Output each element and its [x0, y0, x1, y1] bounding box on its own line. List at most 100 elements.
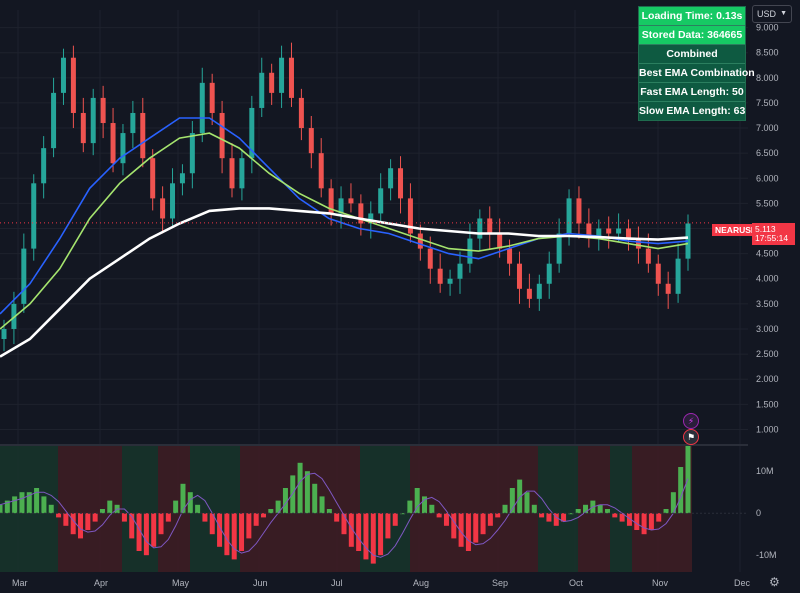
histogram-bar: [334, 513, 340, 522]
histogram-bar: [48, 504, 54, 514]
candle-body: [526, 288, 532, 299]
candle-body: [239, 158, 245, 189]
histogram-bar: [363, 513, 369, 560]
candle-body: [536, 283, 542, 299]
histogram-bar: [99, 509, 105, 514]
loading-time-row: Loading Time: 0.13s: [639, 7, 745, 26]
candle-body: [645, 248, 651, 264]
histogram-bar: [319, 496, 325, 514]
last-price: 5.113: [755, 224, 776, 234]
x-tick-label: Oct: [569, 578, 584, 588]
histogram-bar: [487, 513, 493, 526]
candle-body: [546, 263, 552, 284]
histogram-bar: [187, 492, 193, 514]
candle-body: [348, 198, 354, 204]
indicator-band: [122, 446, 158, 572]
candle-body: [576, 198, 582, 224]
candle-body: [229, 158, 235, 189]
indicator-tick-label: 0: [756, 508, 761, 518]
candle-body: [308, 128, 314, 154]
ema-fast-line: [0, 117, 689, 315]
candle-body: [60, 57, 66, 93]
candle-body: [199, 82, 205, 134]
candle-body: [51, 92, 57, 149]
y-tick-label: 4.500: [756, 249, 779, 259]
histogram-bar: [546, 513, 552, 522]
histogram-bar: [70, 513, 76, 535]
histogram-bar: [400, 513, 406, 515]
histogram-bar: [231, 513, 237, 560]
histogram-bar: [34, 488, 40, 514]
histogram-bar: [436, 513, 442, 518]
histogram-bar: [443, 513, 449, 526]
y-tick-label: 7.500: [756, 98, 779, 108]
candle-body: [427, 248, 433, 269]
candle-body: [507, 248, 513, 264]
histogram-bar: [56, 513, 62, 518]
y-tick-label: 8.500: [756, 48, 779, 58]
candle-body: [497, 233, 503, 249]
candle-body: [566, 198, 572, 234]
candle-body: [388, 168, 394, 189]
histogram-bar: [209, 513, 215, 535]
histogram-bar: [568, 513, 574, 515]
histogram-bar: [473, 513, 479, 543]
histogram-bar: [597, 504, 603, 514]
y-tick-label: 2.000: [756, 374, 779, 384]
bar-countdown: 17:55:14: [755, 233, 789, 243]
candle-body: [179, 173, 185, 184]
x-tick-label: May: [172, 578, 190, 588]
histogram-bar: [253, 513, 259, 526]
x-tick-label: Apr: [94, 578, 108, 588]
candle-body: [160, 198, 166, 219]
candle-body: [70, 57, 76, 113]
histogram-bar: [85, 513, 91, 530]
histogram-bar: [619, 513, 625, 522]
histogram-bar: [268, 509, 274, 514]
y-tick-label: 2.500: [756, 349, 779, 359]
histogram-bar: [12, 496, 18, 514]
currency-selector[interactable]: USD ▼: [752, 5, 792, 23]
indicator-band: [610, 446, 632, 572]
histogram-bar: [326, 509, 332, 514]
histogram-bar: [78, 513, 84, 539]
ema-info-panel: Loading Time: 0.13s Stored Data: 364665 …: [638, 6, 755, 121]
ema-long-line: [0, 207, 689, 358]
candle-body: [269, 72, 275, 93]
candle-body: [447, 278, 453, 284]
histogram-bar: [414, 488, 420, 514]
histogram-bar: [173, 500, 179, 514]
y-tick-label: 6.000: [756, 173, 779, 183]
candle-body: [477, 218, 483, 239]
currency-label: USD: [757, 9, 777, 19]
histogram-bar: [465, 513, 471, 551]
lightning-icon[interactable]: ⚡: [683, 413, 699, 429]
histogram-bar: [297, 462, 303, 514]
x-tick-label: Sep: [492, 578, 508, 588]
y-tick-label: 8.000: [756, 73, 779, 83]
fast-ema-row: Fast EMA Length: 50: [639, 83, 745, 102]
histogram-bar: [648, 513, 654, 530]
histogram-bar: [4, 500, 10, 514]
histogram-bar: [92, 513, 98, 522]
candle-body: [616, 228, 622, 234]
candle-body: [80, 112, 86, 144]
histogram-bar: [502, 504, 508, 514]
gear-icon[interactable]: ⚙: [769, 575, 780, 589]
candle-body: [368, 213, 374, 224]
histogram-bar: [561, 513, 567, 522]
candle-body: [219, 112, 225, 159]
histogram-bar: [19, 492, 25, 514]
histogram-bar: [312, 483, 318, 514]
histogram-bar: [458, 513, 464, 547]
us-flag-icon[interactable]: ⚑: [683, 429, 699, 445]
histogram-bar: [239, 513, 245, 551]
histogram-bar: [451, 513, 457, 539]
candle-body: [596, 228, 602, 239]
chevron-down-icon: ▼: [780, 10, 787, 17]
histogram-bar: [158, 513, 164, 535]
y-tick-label: 9.000: [756, 23, 779, 33]
candle-body: [606, 228, 612, 234]
indicator-tick-label: -10M: [756, 550, 777, 560]
